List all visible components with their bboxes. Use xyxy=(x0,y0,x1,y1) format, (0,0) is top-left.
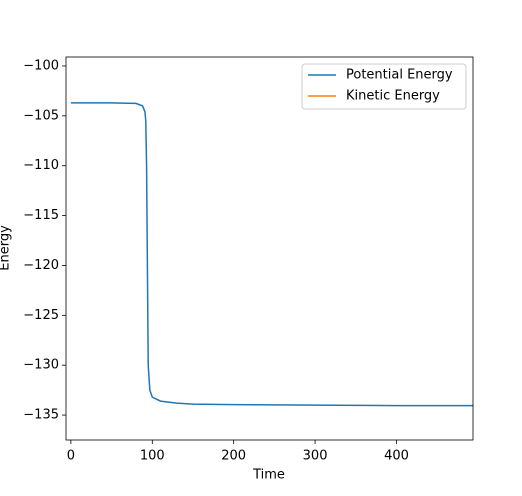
plot-area xyxy=(70,102,473,407)
axes-frame xyxy=(65,56,474,441)
x-tick-label: 200 xyxy=(221,449,246,464)
legend-label: Kinetic Energy xyxy=(346,89,440,104)
y-tick-label: −105 xyxy=(23,108,59,123)
x-tick-label: 100 xyxy=(140,449,165,464)
y-tick-label: −115 xyxy=(23,208,59,223)
series-line xyxy=(70,102,473,407)
y-tick-label: −100 xyxy=(23,58,59,73)
y-tick-label: −120 xyxy=(23,258,59,273)
legend-label: Potential Energy xyxy=(346,68,453,83)
y-tick-label: −110 xyxy=(23,158,59,173)
y-tick-label: −125 xyxy=(23,308,59,323)
y-axis-label: Energy xyxy=(0,225,13,271)
x-tick-label: 0 xyxy=(67,449,75,464)
x-tick-label: 300 xyxy=(303,449,328,464)
x-axis-label: Time xyxy=(252,468,285,483)
y-tick-label: −130 xyxy=(23,358,59,373)
y-tick-label: −135 xyxy=(23,408,59,423)
x-tick-label: 400 xyxy=(384,449,409,464)
legend-box xyxy=(301,63,467,110)
